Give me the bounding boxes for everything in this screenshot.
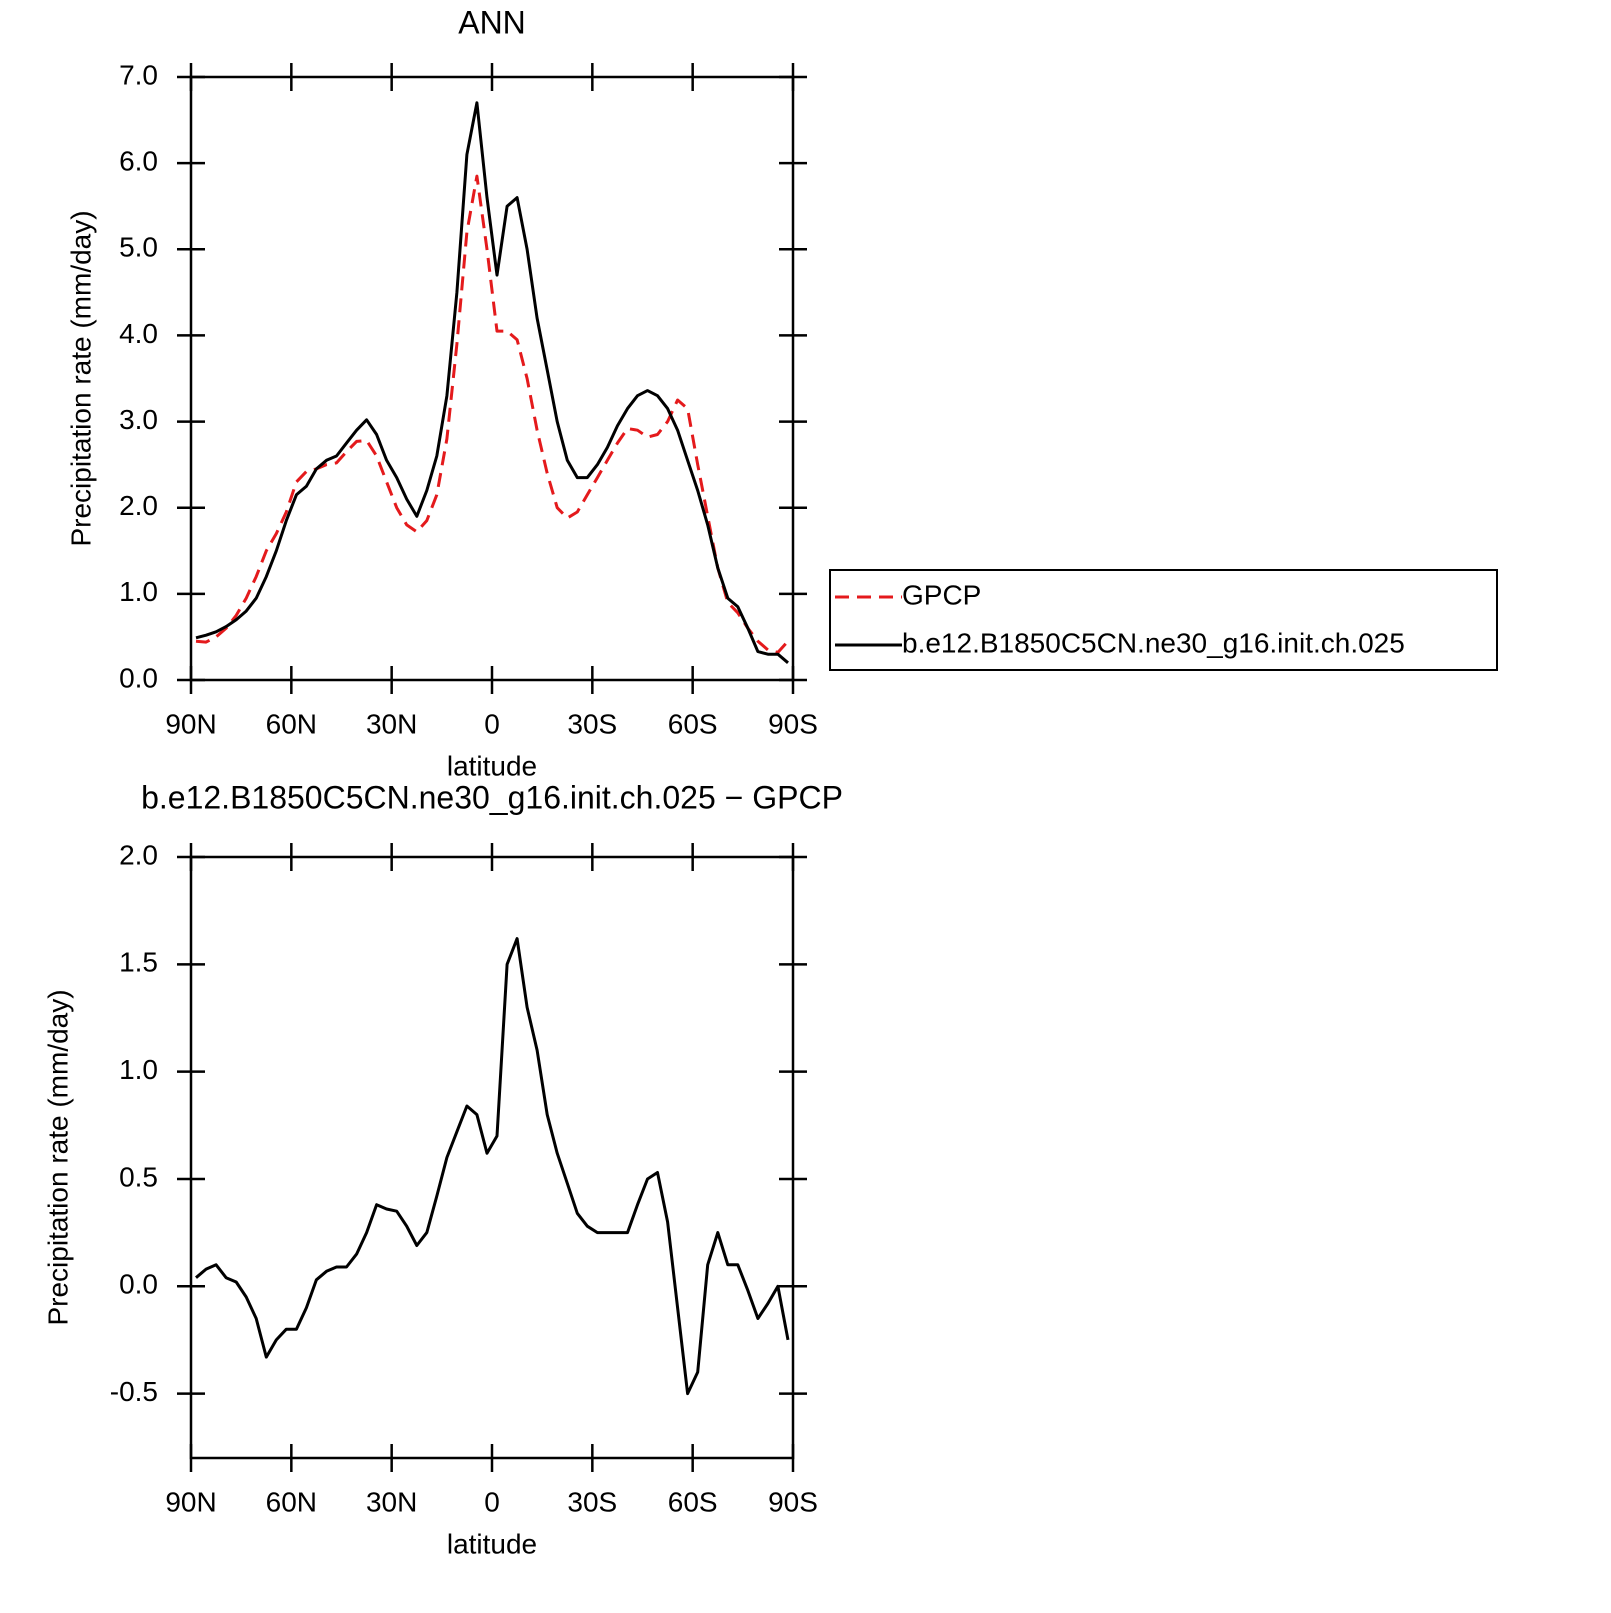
x-axis-label: latitude bbox=[447, 1528, 537, 1559]
y-tick-label: 3.0 bbox=[119, 404, 158, 435]
y-tick-label: 1.0 bbox=[119, 576, 158, 607]
x-axis-label: latitude bbox=[447, 750, 537, 781]
y-tick-label: 0.0 bbox=[119, 1269, 158, 1300]
chart-title: ANN bbox=[458, 4, 526, 40]
x-tick-label: 90N bbox=[165, 1486, 216, 1517]
x-tick-label: 60N bbox=[266, 708, 317, 739]
y-axis-label: Precipitation rate (mm/day) bbox=[42, 989, 73, 1325]
y-tick-label: 7.0 bbox=[119, 59, 158, 90]
data-line bbox=[195, 101, 789, 664]
y-tick-label: 2.0 bbox=[119, 839, 158, 870]
y-tick-label: 6.0 bbox=[119, 146, 158, 177]
y-tick-label: 5.0 bbox=[119, 232, 158, 263]
plot-frame bbox=[189, 75, 795, 682]
y-tick-label: 4.0 bbox=[119, 318, 158, 349]
x-tick-label: 90S bbox=[768, 708, 818, 739]
plot-frame bbox=[189, 855, 795, 1460]
x-tick-label: 90N bbox=[165, 708, 216, 739]
legend-box bbox=[829, 569, 1498, 671]
x-tick-label: 60S bbox=[668, 1486, 718, 1517]
y-tick-label: 1.0 bbox=[119, 1054, 158, 1085]
x-tick-label: 30S bbox=[567, 708, 617, 739]
x-tick-label: 0 bbox=[484, 708, 500, 739]
y-tick-label: 2.0 bbox=[119, 490, 158, 521]
y-tick-label: 0.5 bbox=[119, 1161, 158, 1192]
data-line bbox=[195, 174, 790, 654]
x-tick-label: 60N bbox=[266, 1486, 317, 1517]
legend-label: b.e12.B1850C5CN.ne30_g16.init.ch.025 bbox=[902, 627, 1405, 658]
y-tick-label: 0.0 bbox=[119, 662, 158, 693]
x-tick-label: 30N bbox=[366, 1486, 417, 1517]
x-tick-label: 60S bbox=[668, 708, 718, 739]
data-line bbox=[195, 937, 790, 1396]
y-axis-label: Precipitation rate (mm/day) bbox=[65, 210, 96, 546]
x-tick-label: 90S bbox=[768, 1486, 818, 1517]
x-tick-label: 30S bbox=[567, 1486, 617, 1517]
x-tick-label: 0 bbox=[484, 1486, 500, 1517]
legend-label: GPCP bbox=[902, 579, 981, 610]
chart-title: b.e12.B1850C5CN.ne30_g16.init.ch.025 − G… bbox=[141, 779, 843, 815]
y-tick-label: -0.5 bbox=[110, 1376, 158, 1407]
x-tick-label: 30N bbox=[366, 708, 417, 739]
y-tick-label: 1.5 bbox=[119, 947, 158, 978]
